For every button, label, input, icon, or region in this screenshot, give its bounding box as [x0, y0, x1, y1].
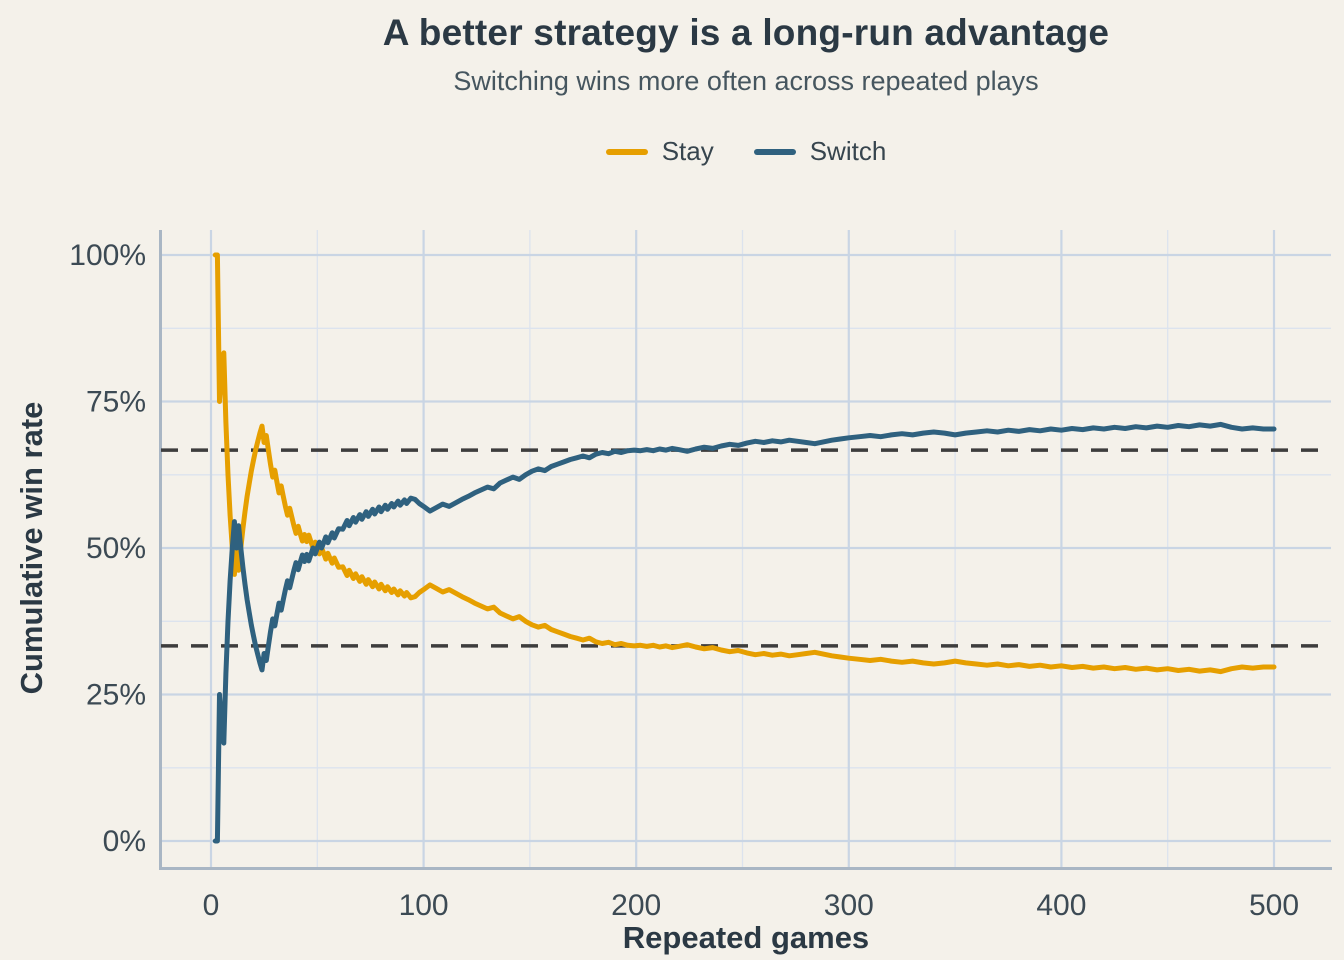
- x-tick-label-200: 200: [611, 889, 661, 922]
- legend-label-stay: Stay: [661, 136, 714, 166]
- x-tick-label-400: 400: [1036, 889, 1086, 922]
- x-axis-title: Repeated games: [622, 920, 870, 955]
- x-tick-label-500: 500: [1249, 889, 1299, 922]
- x-tick-label-0: 0: [203, 889, 220, 922]
- legend-item-switch: Switch: [753, 136, 887, 167]
- stay-line: [212, 252, 1277, 675]
- y-tick-label-25: 25%: [86, 679, 146, 712]
- switch-line: [212, 421, 1277, 844]
- switch-line-swatch: [753, 148, 796, 155]
- stay-line-swatch: [605, 148, 648, 155]
- legend-label-switch: Switch: [809, 136, 887, 166]
- y-tick-label-100: 100%: [69, 239, 146, 272]
- y-tick-label-0: 0%: [103, 825, 146, 858]
- x-tick-label-100: 100: [399, 889, 449, 922]
- y-tick-label-50: 50%: [86, 532, 146, 565]
- x-tick-label-300: 300: [824, 889, 874, 922]
- y-tick-label-75: 75%: [86, 386, 146, 419]
- legend-item-stay: Stay: [605, 136, 714, 167]
- legend: Stay Switch: [161, 136, 1331, 167]
- chart-title: A better strategy is a long-run advantag…: [382, 12, 1110, 53]
- chart-subtitle: Switching wins more often across repeate…: [453, 66, 1039, 96]
